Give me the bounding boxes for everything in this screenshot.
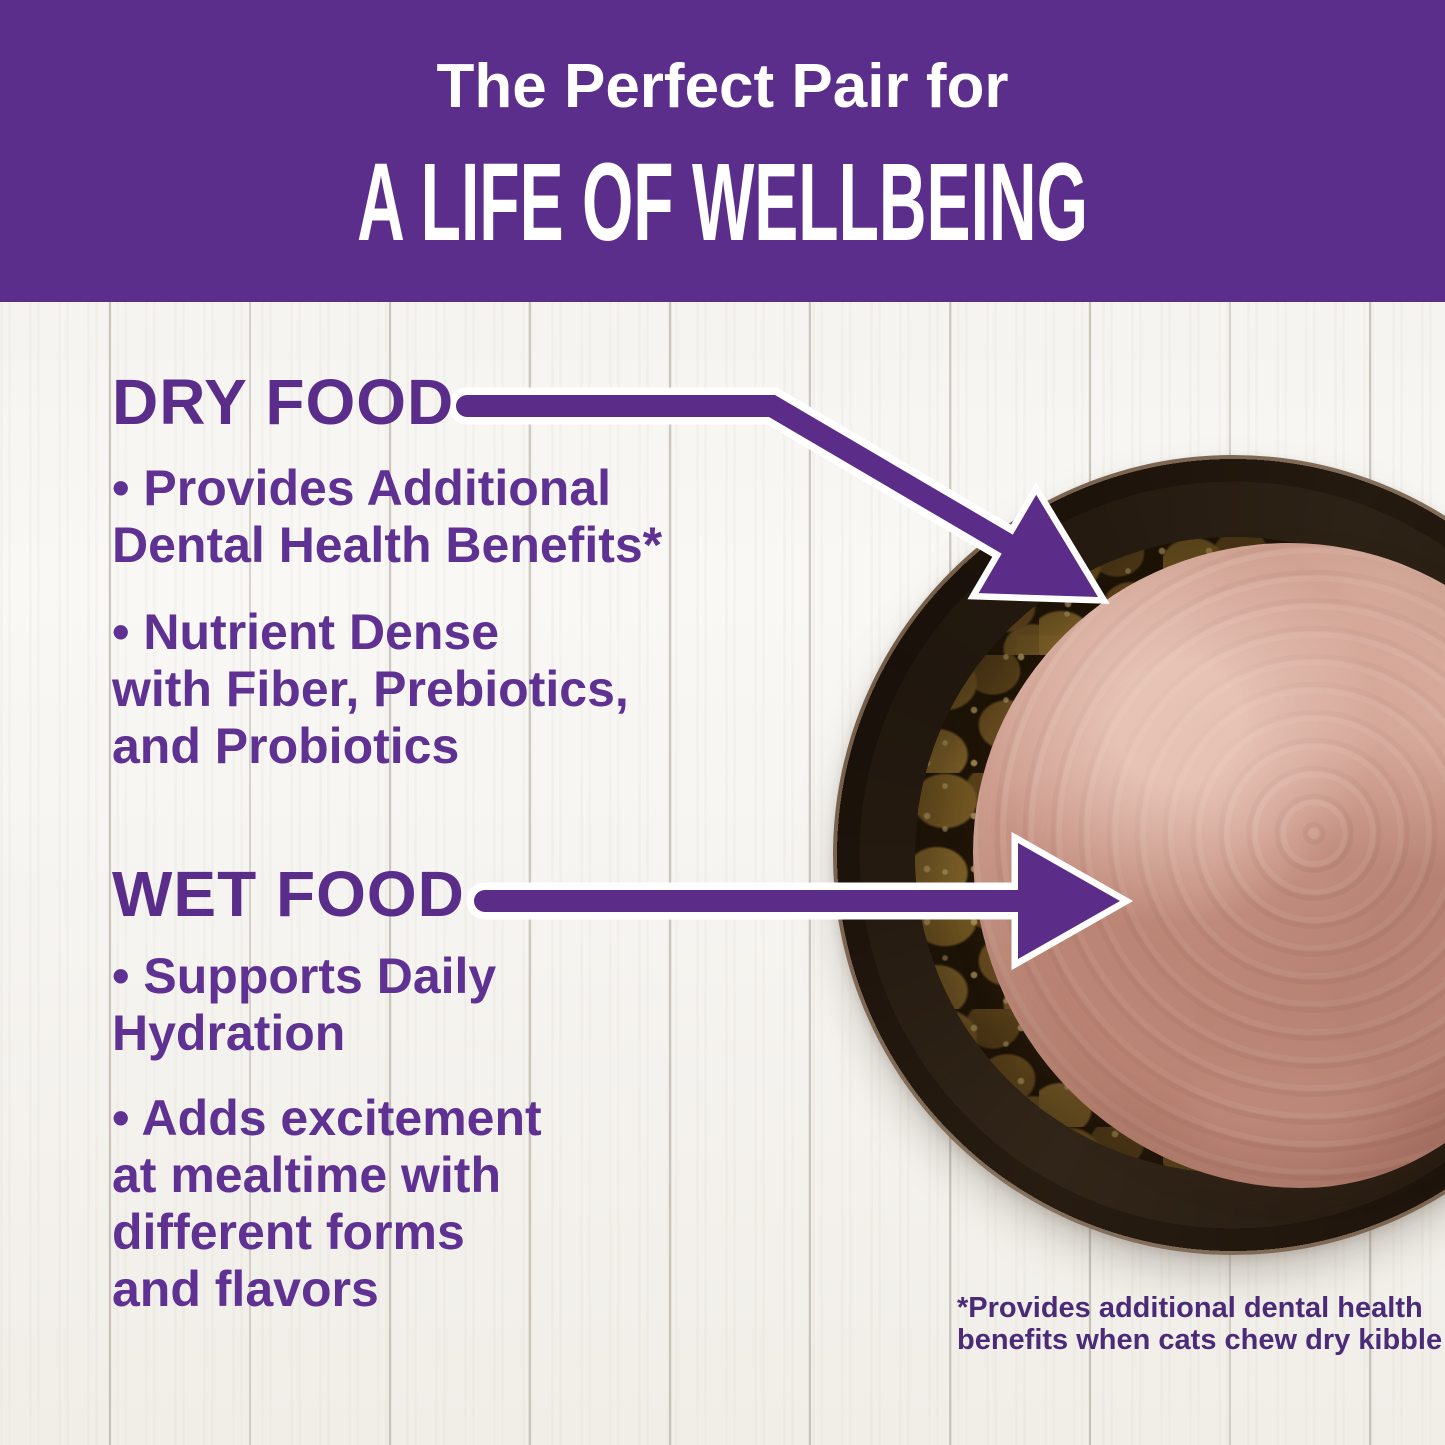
footnote-line: *Provides additional dental health — [957, 1292, 1423, 1324]
footnote: *Provides additional dental health benef… — [957, 1292, 1442, 1356]
dry-food-heading: DRY FOOD — [112, 366, 455, 438]
wet-food-section: WET FOOD • Supports Daily Hydration • Ad… — [112, 858, 542, 1317]
bullet-line: • Adds excitement — [112, 1090, 542, 1146]
food-bowl-photo — [833, 455, 1445, 1255]
dry-bullet-nutrient: • Nutrient Dense with Fiber, Prebiotics,… — [112, 604, 629, 775]
bullet-line: Dental Health Benefits* — [112, 517, 663, 573]
bullet-line: • Provides Additional — [112, 460, 612, 516]
wet-bullet-excitement: • Adds excitement at mealtime with diffe… — [112, 1090, 542, 1318]
bullet-line: different forms — [112, 1204, 465, 1260]
footnote-line: benefits when cats chew dry kibble — [957, 1324, 1443, 1356]
dry-bullet-dental: • Provides Additional Dental Health Bene… — [112, 460, 662, 574]
bullet-line: and flavors — [112, 1261, 379, 1317]
wet-bullet-hydration: • Supports Daily Hydration — [112, 948, 496, 1062]
bullet-line: and Probiotics — [112, 718, 460, 774]
banner-title: A LIFE OF WELLBEING — [357, 141, 1088, 264]
header-banner: The Perfect Pair for A LIFE OF WELLBEING — [0, 0, 1445, 302]
banner-subtitle: The Perfect Pair for — [436, 52, 1009, 121]
wet-food-heading: WET FOOD — [112, 858, 465, 930]
dry-food-section: DRY FOOD • Provides Additional Dental He… — [112, 366, 662, 774]
bullet-line: • Nutrient Dense — [112, 604, 500, 660]
bullet-line: • Supports Daily — [112, 948, 497, 1004]
bullet-line: with Fiber, Prebiotics, — [112, 661, 629, 717]
bullet-line: at mealtime with — [112, 1147, 501, 1203]
bullet-line: Hydration — [112, 1005, 346, 1061]
